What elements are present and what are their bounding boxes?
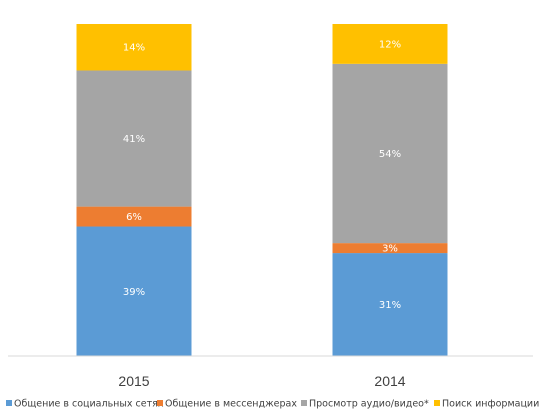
bar-segment-2015-3 xyxy=(76,70,192,207)
data-label-2015-1: 39% xyxy=(123,287,145,298)
legend-swatch-4 xyxy=(434,400,440,406)
bar-segment-2015-4 xyxy=(76,24,192,71)
bar-segment-2015-2 xyxy=(76,206,192,227)
bar-segment-2014-1 xyxy=(332,253,448,356)
bar-segment-2014-4 xyxy=(332,24,448,64)
legend-swatch-1 xyxy=(6,400,12,406)
legend-label-4: Поиск информации xyxy=(442,399,539,410)
bar-segment-2014-2 xyxy=(332,243,448,254)
data-label-2015-2: 6% xyxy=(126,212,142,223)
data-label-2015-4: 14% xyxy=(123,43,145,54)
legend-label-1: Общение в социальных сетях xyxy=(14,399,164,410)
category-label-2014: 2014 xyxy=(374,373,405,389)
legend-swatch-3 xyxy=(301,400,307,406)
legend-label-2: Общение в мессенджерах xyxy=(165,399,297,410)
legend-swatch-2 xyxy=(157,400,163,406)
data-label-2014-2: 3% xyxy=(382,244,398,255)
data-label-2014-3: 54% xyxy=(379,149,401,160)
plot-area: 39% 6% 41% 14% 31% 3% 54% 12% xyxy=(76,24,448,356)
data-label-2015-3: 41% xyxy=(123,134,145,145)
category-label-2015: 2015 xyxy=(118,373,149,389)
legend-label-3: Просмотр аудио/видео* xyxy=(309,399,429,410)
legend: Общение в социальных сетях Общение в месс… xyxy=(6,399,539,410)
bar-segment-2015-1 xyxy=(76,226,192,356)
category-axis: 2015 2014 xyxy=(118,373,405,389)
data-label-2014-1: 31% xyxy=(379,300,401,311)
data-label-2014-4: 12% xyxy=(379,39,401,50)
bar-segment-2014-3 xyxy=(332,63,448,244)
